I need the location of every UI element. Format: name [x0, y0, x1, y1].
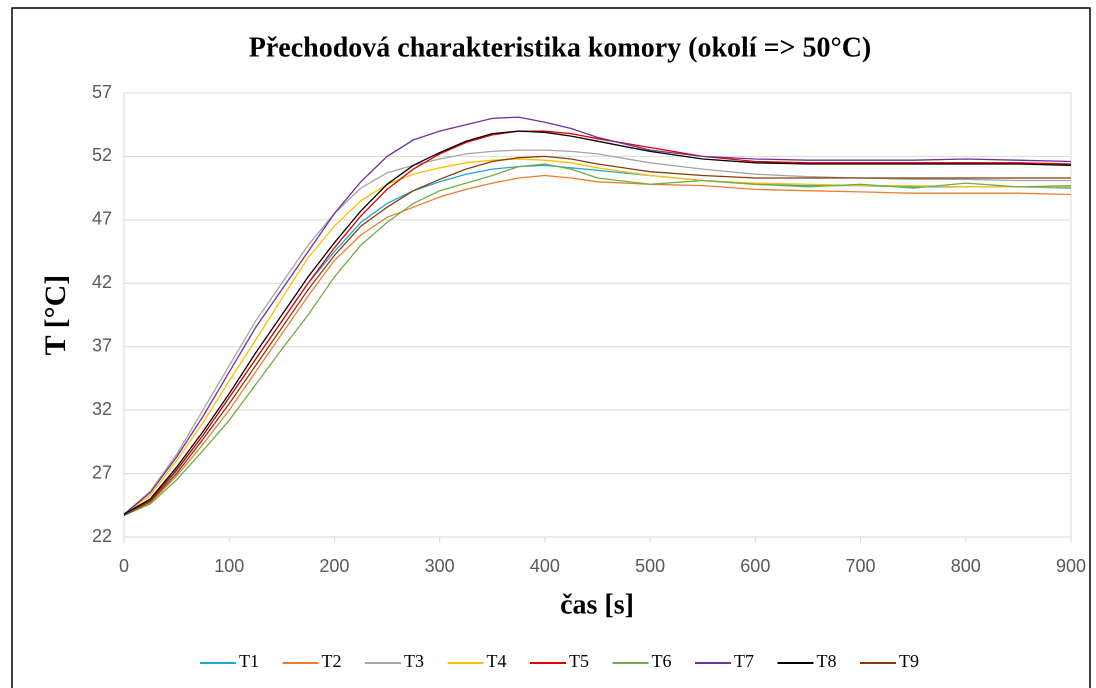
- legend-label: T9: [899, 651, 919, 671]
- series-line: [123, 164, 1072, 516]
- series-line: [123, 174, 1072, 516]
- series-line: [123, 155, 1071, 516]
- y-tick-label: 27: [92, 462, 112, 482]
- series-line: [123, 130, 1072, 515]
- x-tick-label: 0: [119, 556, 129, 576]
- series-line: [123, 116, 1072, 515]
- x-tick-label: 600: [740, 556, 770, 576]
- legend-label: T5: [569, 651, 589, 671]
- y-tick-label: 57: [92, 82, 112, 102]
- legend-label: T4: [487, 651, 507, 671]
- series-line: [123, 149, 1071, 515]
- x-tick-label: 400: [530, 556, 560, 576]
- y-tick-label: 22: [92, 526, 112, 546]
- x-tick-label: 800: [951, 556, 981, 576]
- legend-label: T6: [652, 651, 672, 671]
- y-tick-label: 32: [92, 399, 112, 419]
- frame: [11, 7, 1091, 688]
- chart-title: Přechodová charakteristika komory (okolí…: [249, 32, 872, 63]
- y-tick-label: 37: [92, 335, 112, 355]
- x-tick-label: 900: [1056, 556, 1086, 576]
- y-axis-label: T [°C]: [39, 275, 72, 356]
- x-tick-label: 200: [319, 556, 349, 576]
- legend-label: T7: [734, 651, 754, 671]
- y-tick-label: 52: [92, 145, 112, 165]
- legend-label: T3: [404, 651, 424, 671]
- x-tick-label: 100: [214, 556, 244, 576]
- series-line: [123, 158, 1071, 515]
- series-line: [123, 130, 1072, 515]
- y-tick-label: 47: [92, 209, 112, 229]
- x-tick-label: 500: [635, 556, 665, 576]
- x-tick-label: 700: [846, 556, 876, 576]
- legend-label: T2: [322, 651, 342, 671]
- x-tick-label: 300: [425, 556, 455, 576]
- y-tick-label: 42: [92, 272, 112, 292]
- legend-label: T1: [239, 651, 259, 671]
- x-axis-label: čas [s]: [560, 589, 634, 620]
- series-line: [123, 163, 1072, 516]
- legend-label: T8: [817, 651, 837, 671]
